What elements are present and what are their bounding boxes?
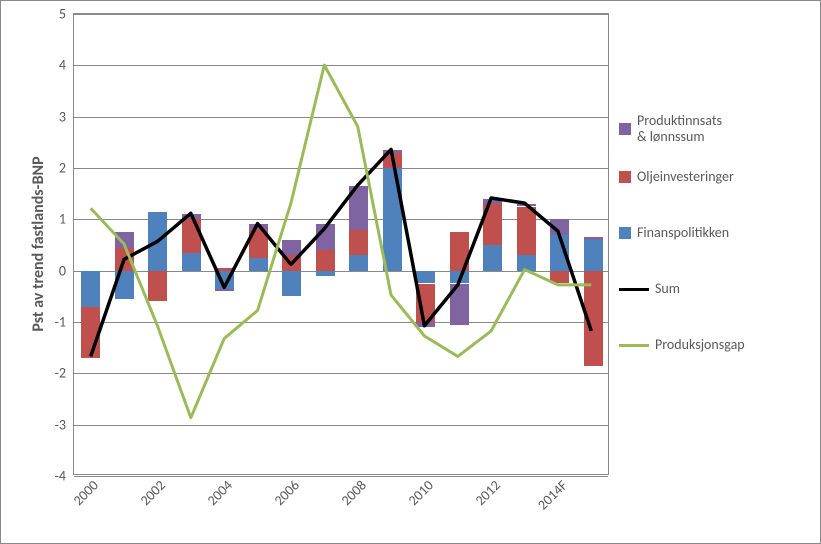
- y-tick-label: -2: [55, 365, 74, 382]
- legend-item: Finanspolitikken: [619, 225, 729, 241]
- y-tick-label: 3: [59, 108, 74, 125]
- x-tick-label: 2006: [268, 474, 303, 509]
- y-tick-label: 4: [59, 57, 74, 74]
- x-tick-label: 2004: [201, 474, 236, 509]
- line-produksjonsgap: [91, 65, 592, 418]
- legend-item: Produktinnsats & lønnssum: [619, 113, 722, 145]
- y-tick-label: 1: [59, 211, 74, 228]
- legend-label: Produktinnsats & lønnssum: [637, 113, 722, 145]
- legend-label: Sum: [655, 281, 680, 297]
- plot-area: -4-3-2-101234520002002200420062008201020…: [73, 13, 609, 475]
- x-tick-label: 2012: [469, 474, 504, 509]
- x-tick-label: 2014F: [531, 474, 570, 513]
- x-tick-label: 2008: [335, 474, 370, 509]
- x-tick-label: 2002: [134, 474, 169, 509]
- line-sum: [91, 149, 592, 356]
- legend-item: Sum: [619, 281, 680, 297]
- chart-frame: -4-3-2-101234520002002200420062008201020…: [0, 0, 821, 544]
- y-tick-label: -3: [55, 416, 74, 433]
- legend-swatch-icon: [619, 171, 631, 183]
- y-tick-label: -1: [55, 314, 74, 331]
- legend-swatch-icon: [619, 227, 631, 239]
- legend-label: Finanspolitikken: [637, 225, 729, 241]
- legend-line-icon: [619, 288, 649, 291]
- y-axis-title: Pst av trend fastlands-BNP: [29, 156, 48, 331]
- legend-item: Produksjonsgap: [619, 337, 745, 353]
- y-tick-label: 2: [59, 160, 74, 177]
- y-tick-label: -4: [55, 468, 74, 485]
- legend-swatch-icon: [619, 123, 631, 135]
- x-tick-label: 2010: [402, 474, 437, 509]
- line-layer: [74, 14, 608, 474]
- legend-label: Oljeinvesteringer: [637, 169, 734, 185]
- y-tick-label: 5: [59, 6, 74, 23]
- legend-line-icon: [619, 344, 649, 347]
- legend-label: Produksjonsgap: [655, 337, 745, 353]
- legend-item: Oljeinvesteringer: [619, 169, 734, 185]
- y-tick-label: 0: [59, 262, 74, 279]
